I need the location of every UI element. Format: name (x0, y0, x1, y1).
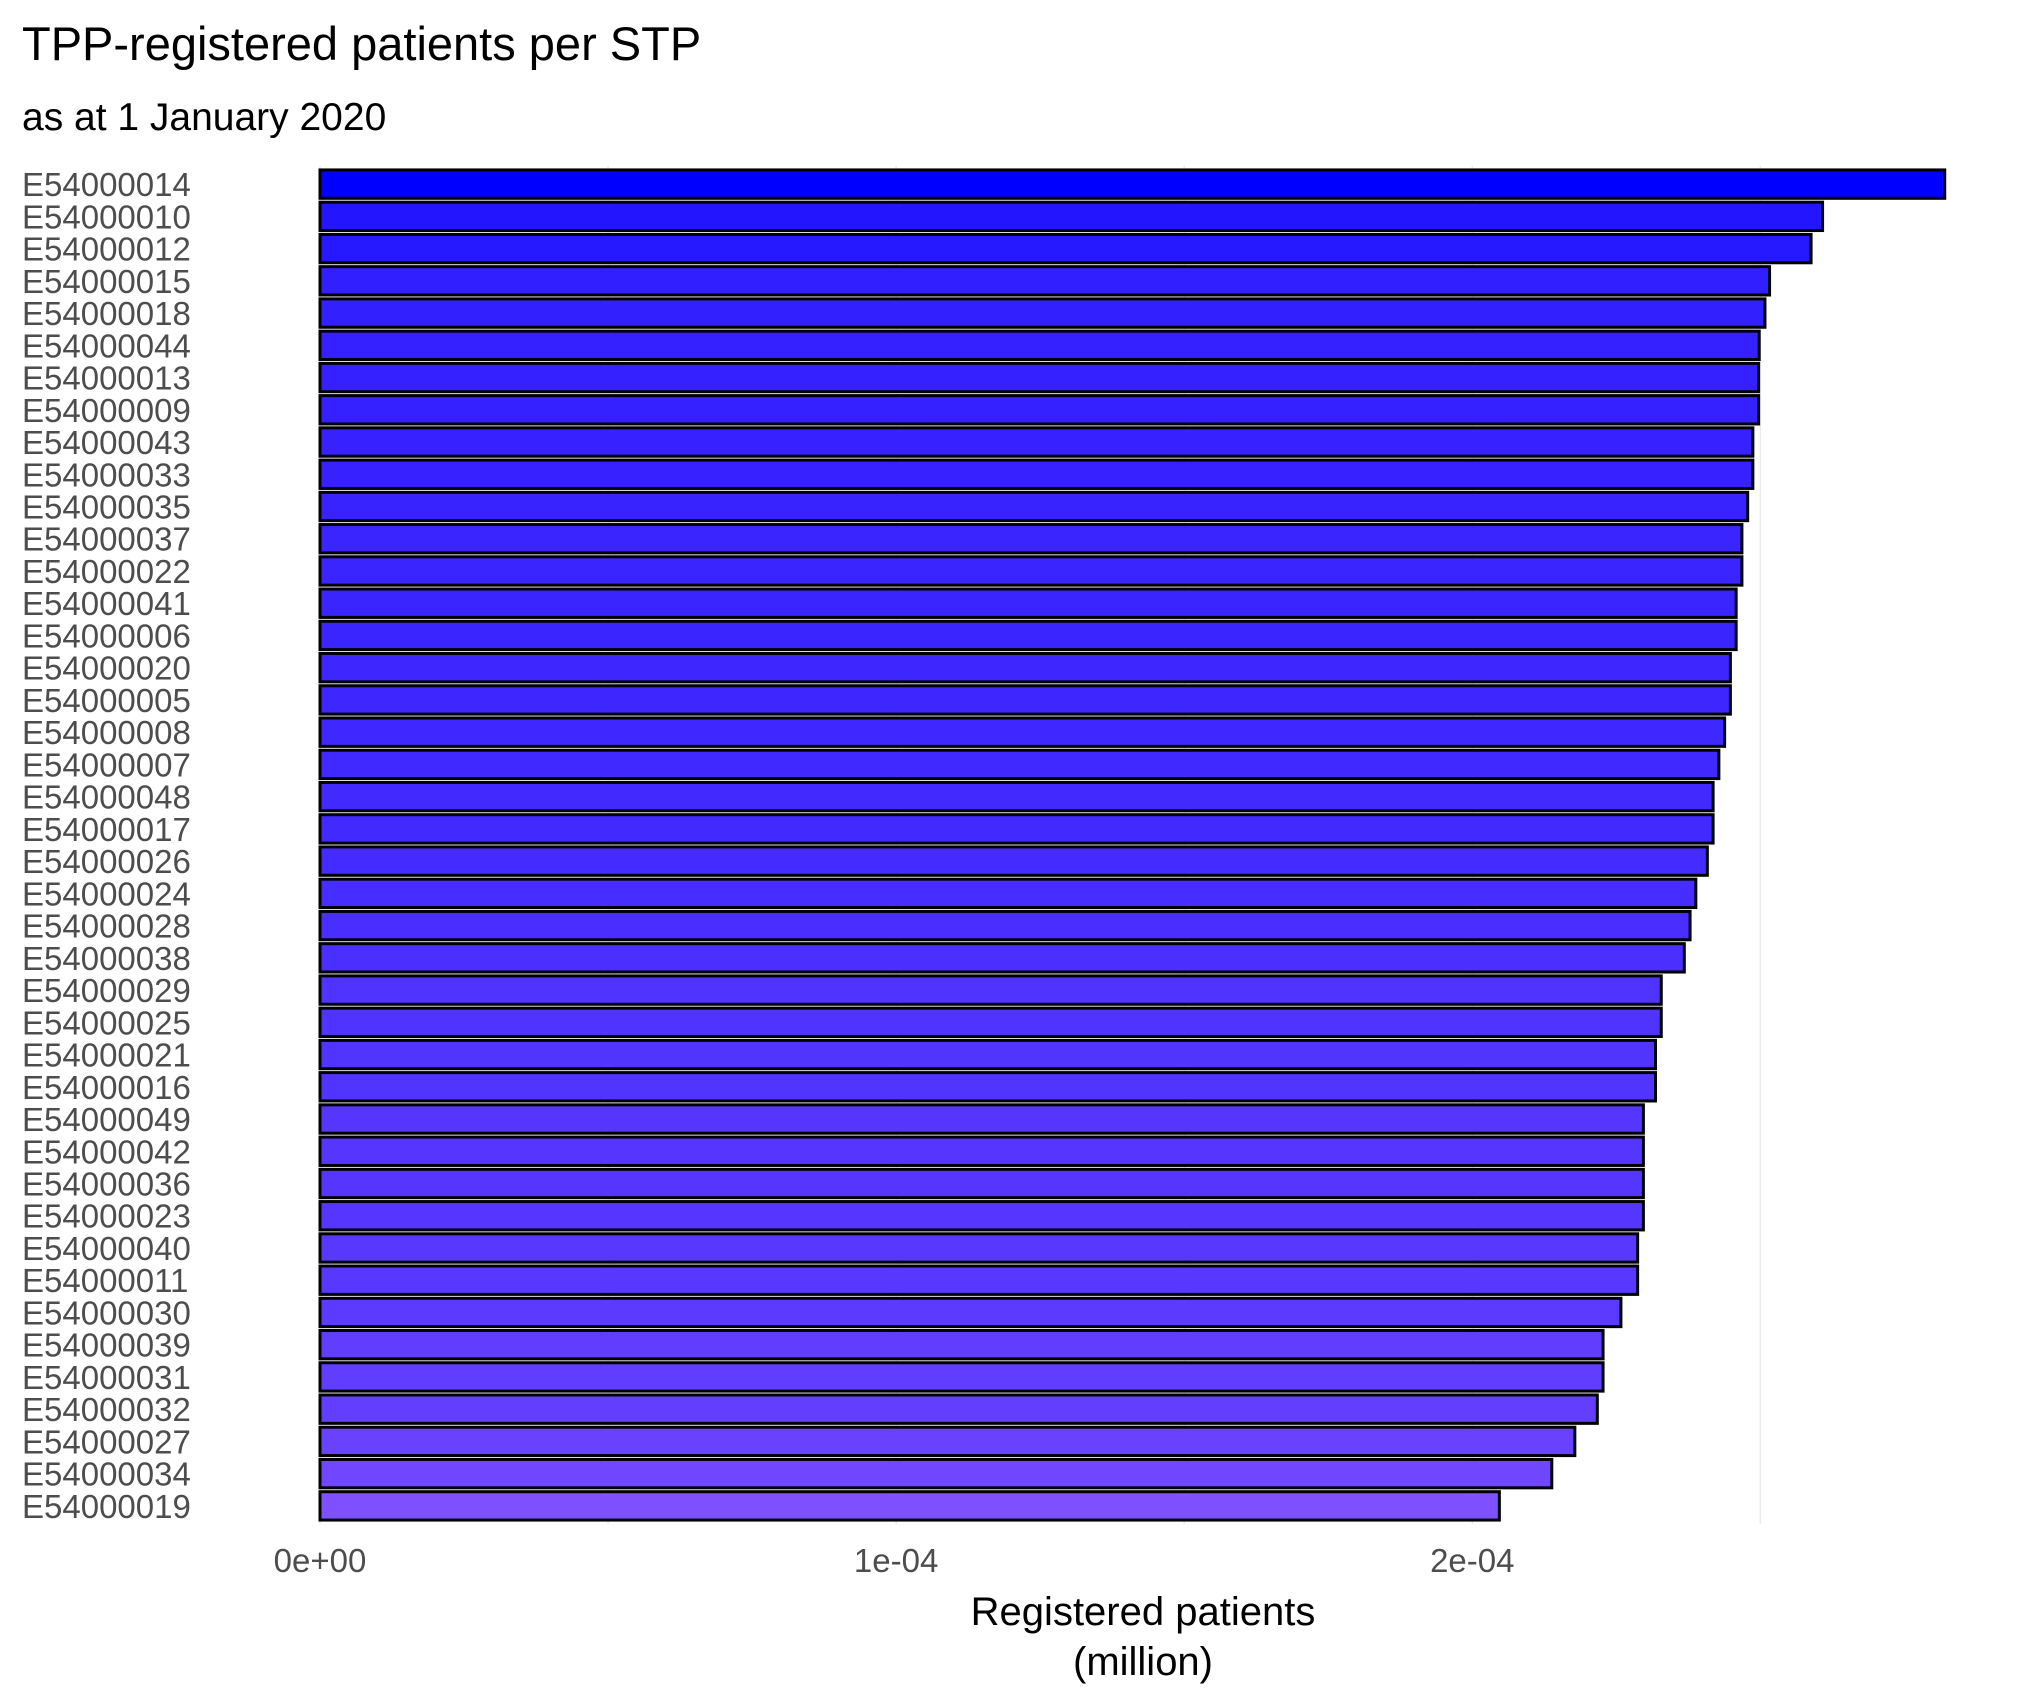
y-tick-label: E54000031 (22, 1359, 191, 1396)
bar-E54000028 (318, 909, 1692, 942)
y-tick-label: E54000006 (22, 617, 191, 654)
bar-E54000027 (318, 1425, 1577, 1458)
bar-E54000038 (318, 942, 1686, 974)
y-tick-label: E54000015 (22, 263, 191, 300)
bar-E54000040 (318, 1232, 1640, 1264)
bar-E54000016 (318, 1071, 1657, 1103)
bar-E54000033 (318, 458, 1755, 490)
y-tick-label: E54000041 (22, 585, 191, 622)
bar-E54000035 (318, 490, 1750, 523)
y-tick-label: E54000007 (22, 746, 191, 783)
chart-subtitle: as at 1 January 2020 (22, 96, 386, 139)
y-tick-label: E54000012 (22, 231, 191, 268)
y-tick-label: E54000008 (22, 714, 191, 751)
y-tick-label: E54000036 (22, 1166, 191, 1203)
chart-title: TPP-registered patients per STP (22, 17, 701, 70)
y-tick-label: E54000034 (22, 1456, 191, 1493)
y-tick-label: E54000030 (22, 1294, 191, 1331)
bar-E54000007 (318, 748, 1721, 781)
bar-E54000012 (318, 232, 1813, 265)
bar-E54000042 (318, 1135, 1645, 1167)
y-tick-label: E54000021 (22, 1037, 191, 1074)
y-tick-label: E54000032 (22, 1391, 191, 1428)
y-tick-label: E54000009 (22, 392, 191, 429)
x-tick-label: 2e-04 (1430, 1542, 1514, 1579)
bar-E54000039 (318, 1329, 1605, 1361)
bar-E54000009 (318, 394, 1761, 426)
bar-E54000019 (318, 1490, 1501, 1522)
y-tick-label: E54000023 (22, 1198, 191, 1235)
y-tick-label: E54000024 (22, 875, 191, 912)
x-axis-title-line1: Registered patients (971, 1590, 1316, 1634)
y-tick-label: E54000042 (22, 1133, 191, 1170)
y-tick-label: E54000039 (22, 1327, 191, 1364)
bar-E54000022 (318, 555, 1744, 587)
y-tick-label: E54000018 (22, 295, 191, 332)
y-tick-label: E54000013 (22, 360, 191, 397)
y-tick-label: E54000048 (22, 779, 191, 816)
bars (318, 168, 1947, 1522)
y-tick-label: E54000014 (22, 166, 191, 203)
y-tick-label: E54000005 (22, 682, 191, 719)
bar-E54000025 (318, 1006, 1663, 1038)
bar-E54000018 (318, 297, 1767, 329)
bar-E54000006 (318, 619, 1738, 652)
y-tick-label: E54000038 (22, 940, 191, 977)
bar-E54000031 (318, 1361, 1605, 1393)
y-tick-label: E54000028 (22, 908, 191, 945)
bar-E54000049 (318, 1103, 1645, 1135)
y-tick-label: E54000011 (22, 1262, 188, 1299)
x-tick-label: 0e+00 (274, 1542, 367, 1579)
bar-E54000034 (318, 1457, 1554, 1490)
bar-E54000021 (318, 1038, 1657, 1071)
bar-E54000013 (318, 361, 1761, 394)
y-tick-label: E54000043 (22, 424, 191, 461)
bar-E54000015 (318, 265, 1772, 297)
y-tick-label: E54000035 (22, 489, 191, 526)
bar-E54000005 (318, 684, 1732, 716)
bar-E54000011 (318, 1264, 1640, 1296)
y-tick-label: E54000029 (22, 972, 191, 1009)
y-tick-label: E54000025 (22, 1004, 191, 1041)
y-tick-label: E54000040 (22, 1230, 191, 1267)
bar-E54000017 (318, 813, 1715, 845)
bar-E54000020 (318, 652, 1732, 684)
y-tick-label: E54000010 (22, 198, 191, 235)
bar-E54000029 (318, 974, 1663, 1006)
bar-E54000014 (318, 168, 1947, 200)
bar-E54000026 (318, 845, 1709, 877)
x-tick-label: 1e-04 (854, 1542, 938, 1579)
y-tick-label: E54000017 (22, 811, 191, 848)
bar-E54000008 (318, 716, 1727, 748)
y-tick-label: E54000026 (22, 843, 191, 880)
bar-E54000044 (318, 329, 1761, 361)
bar-E54000043 (318, 426, 1755, 458)
x-axis-title-line2: (million) (1073, 1640, 1213, 1684)
bar-E54000024 (318, 877, 1698, 910)
bar-E54000032 (318, 1393, 1599, 1425)
y-tick-label: E54000022 (22, 553, 191, 590)
y-tick-label: E54000033 (22, 456, 191, 493)
y-tick-label: E54000019 (22, 1488, 191, 1525)
bar-E54000023 (318, 1200, 1645, 1232)
bar-E54000041 (318, 587, 1738, 619)
bar-E54000048 (318, 780, 1715, 813)
y-tick-label: E54000020 (22, 650, 191, 687)
y-tick-label: E54000044 (22, 327, 191, 364)
y-tick-label: E54000027 (22, 1423, 191, 1460)
y-tick-label: E54000016 (22, 1069, 191, 1106)
x-axis-tick-labels: 0e+00 1e-04 2e-04 (274, 1542, 1515, 1579)
y-tick-label: E54000049 (22, 1101, 191, 1138)
bar-E54000030 (318, 1296, 1623, 1329)
bar-E54000036 (318, 1167, 1645, 1200)
y-axis-tick-labels: E54000014E54000010E54000012E54000015E540… (22, 166, 191, 1525)
bar-E54000037 (318, 523, 1744, 555)
y-tick-label: E54000037 (22, 521, 191, 558)
bar-E54000010 (318, 200, 1825, 233)
